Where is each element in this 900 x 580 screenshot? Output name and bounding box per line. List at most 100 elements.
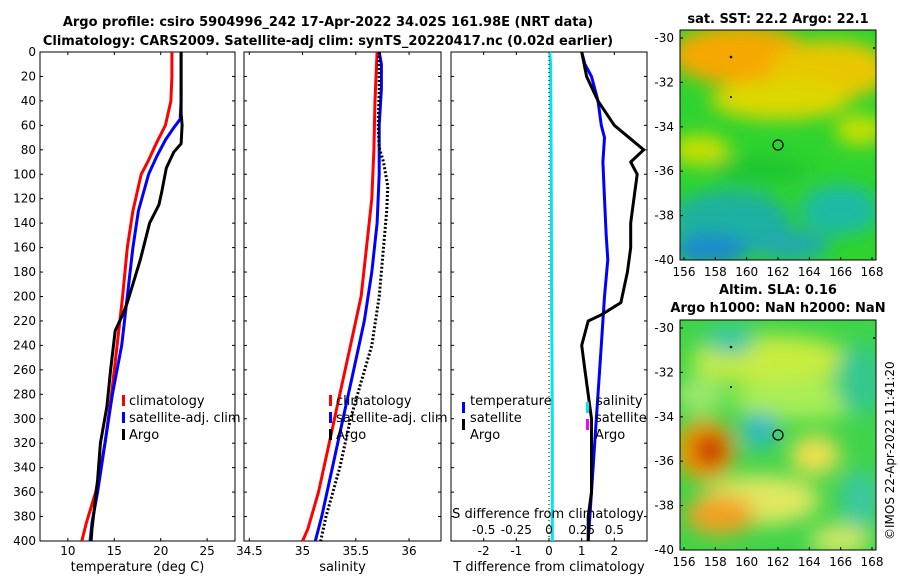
sla-axes: 156 158 160 162 164 166 168 -30 -32 -34 -36 -38 -40 [654,321,883,569]
sst-map: sat. SST: 22.2 Argo: 22.1 156 158 160 162 16… [654,12,883,279]
sst-axes: 156 158 160 162 164 166 168 -30 -32 -34 -36 -38 -40 [654,31,883,279]
map-y-tick-label: -32 [654,75,674,89]
legend-swatch [122,412,125,423]
map-y-tick-label: -30 [654,31,674,45]
legend-swatch [329,412,332,423]
map-y-tick-label: -34 [654,410,674,424]
series-argo [319,52,390,542]
y-tick-label: 140 [13,216,36,230]
s-tick-label: 0 [545,523,553,537]
x-axis-label: T difference from climatology [452,560,645,575]
y-tick-label: 260 [13,363,36,377]
imos-credit: ©IMOS 22-Apr-2022 11:41:20 [883,361,897,540]
sst-map-title: sat. SST: 22.2 Argo: 22.1 [687,12,868,27]
legend-entry: satellite-adj. clim [129,411,241,426]
legend-title-salinity: salinity [596,394,643,409]
map-x-tick-label: 166 [829,265,852,279]
map-x-tick-label: 160 [735,555,758,569]
map-y-tick-label: -36 [654,164,674,178]
y-tick-label: 60 [21,118,36,132]
map-y-tick-label: -32 [654,365,674,379]
y-tick-label: 40 [21,94,36,108]
x-tick-label: 34.5 [236,544,263,558]
series-satellite-adj-clim [88,52,183,542]
map-x-tick-label: 160 [735,265,758,279]
title-line-1: Argo profile: csiro 5904996_242 17-Apr-2… [63,15,593,30]
x-axis-label: temperature (deg C) [71,560,205,575]
title-line-2: Climatology: CARS2009. Satellite-adj cli… [43,34,613,49]
series-t-satellite [580,51,610,542]
y-tick-label: 180 [13,265,36,279]
legend-swatch [329,395,332,406]
map-y-tick-label: -30 [654,321,674,335]
panel-frame [39,51,236,542]
legend-entry: satellite [595,411,647,426]
legend-swatch [329,429,332,440]
map-y-tick-label: -38 [654,209,674,223]
x-tick-label: -2 [478,544,490,558]
legend-swatch [122,429,125,440]
panel-difference: -2 -1 0 1 2 T difference from climatology temp… [450,51,648,575]
panel-frame [243,51,442,542]
map-x-tick-label: 162 [767,555,790,569]
legend-entry: satellite [470,411,522,426]
x-tick-label: 35.5 [342,544,369,558]
map-y-tick-label: -40 [654,543,674,557]
map-y-tick-label: -40 [654,253,674,267]
map-x-tick-label: 168 [861,555,884,569]
sst-field [680,30,876,260]
legend-entry: Argo [470,428,500,443]
profile-charts: 0204060801001201401601802002202402602803… [13,45,648,575]
map-y-tick-label: -36 [654,454,674,468]
series-climatology [301,51,379,542]
s-tick-label: 0.5 [605,523,624,537]
x-tick-label: 10 [60,544,75,558]
s-tick-label: 0.25 [568,523,595,537]
x-axis-label: salinity [319,560,366,575]
legend-title-temperature: temperature [470,394,552,409]
x-tick-label: 0 [545,544,553,558]
y-tick-label: 0 [28,45,36,59]
y-tick-label: 240 [13,338,36,352]
x-tick-label: 25 [200,544,215,558]
map-x-tick-label: 158 [704,265,727,279]
map-x-tick-label: 156 [673,265,696,279]
legend-entry: climatology [129,394,205,409]
x-tick-label: 1 [578,544,586,558]
map-x-tick-label: 168 [861,265,884,279]
map-x-tick-label: 156 [673,555,696,569]
y-tick-label: 80 [21,143,36,157]
y-tick-label: 320 [13,436,36,450]
y-tick-label: 100 [13,167,36,181]
map-x-tick-label: 162 [767,265,790,279]
sla-field [680,320,876,550]
series-argo [89,52,184,542]
x-tick-label: 35 [295,544,310,558]
legend-swatch [586,402,589,413]
s-tick-label: -0.25 [501,523,532,537]
y-tick-label: 280 [13,387,36,401]
y-tick-label: 220 [13,314,36,328]
y-tick-label: 400 [13,534,36,548]
legend-entry: climatology [336,394,412,409]
s-difference-axis-label: S difference from climatology [452,507,644,522]
legend-entry: satellite-adj. clim [336,411,448,426]
panel-temperature: 0 20 40 60 80 100 120 140 160 180 200 220 240 260 280 3… [13,45,241,575]
map-y-tick-label: -38 [654,499,674,513]
y-tick-label: 160 [13,241,36,255]
argo-location-marker-sla [772,429,784,441]
legend-entry: Argo [595,428,625,443]
sla-map: Altim. SLA: 0.16 Argo h1000: NaN h2000: … [654,283,885,569]
x-tick-label: 2 [611,544,619,558]
map-x-tick-label: 158 [704,555,727,569]
map-y-tick-label: -34 [654,120,674,134]
y-tick-label: 200 [13,290,36,304]
legend-entry: Argo [336,428,366,443]
map-x-tick-label: 166 [829,555,852,569]
x-tick-label: 20 [153,544,168,558]
legend-swatch [122,395,125,406]
x-tick-label: 36 [401,544,416,558]
sla-map-title-2: Argo h1000: NaN h2000: NaN [670,301,885,316]
